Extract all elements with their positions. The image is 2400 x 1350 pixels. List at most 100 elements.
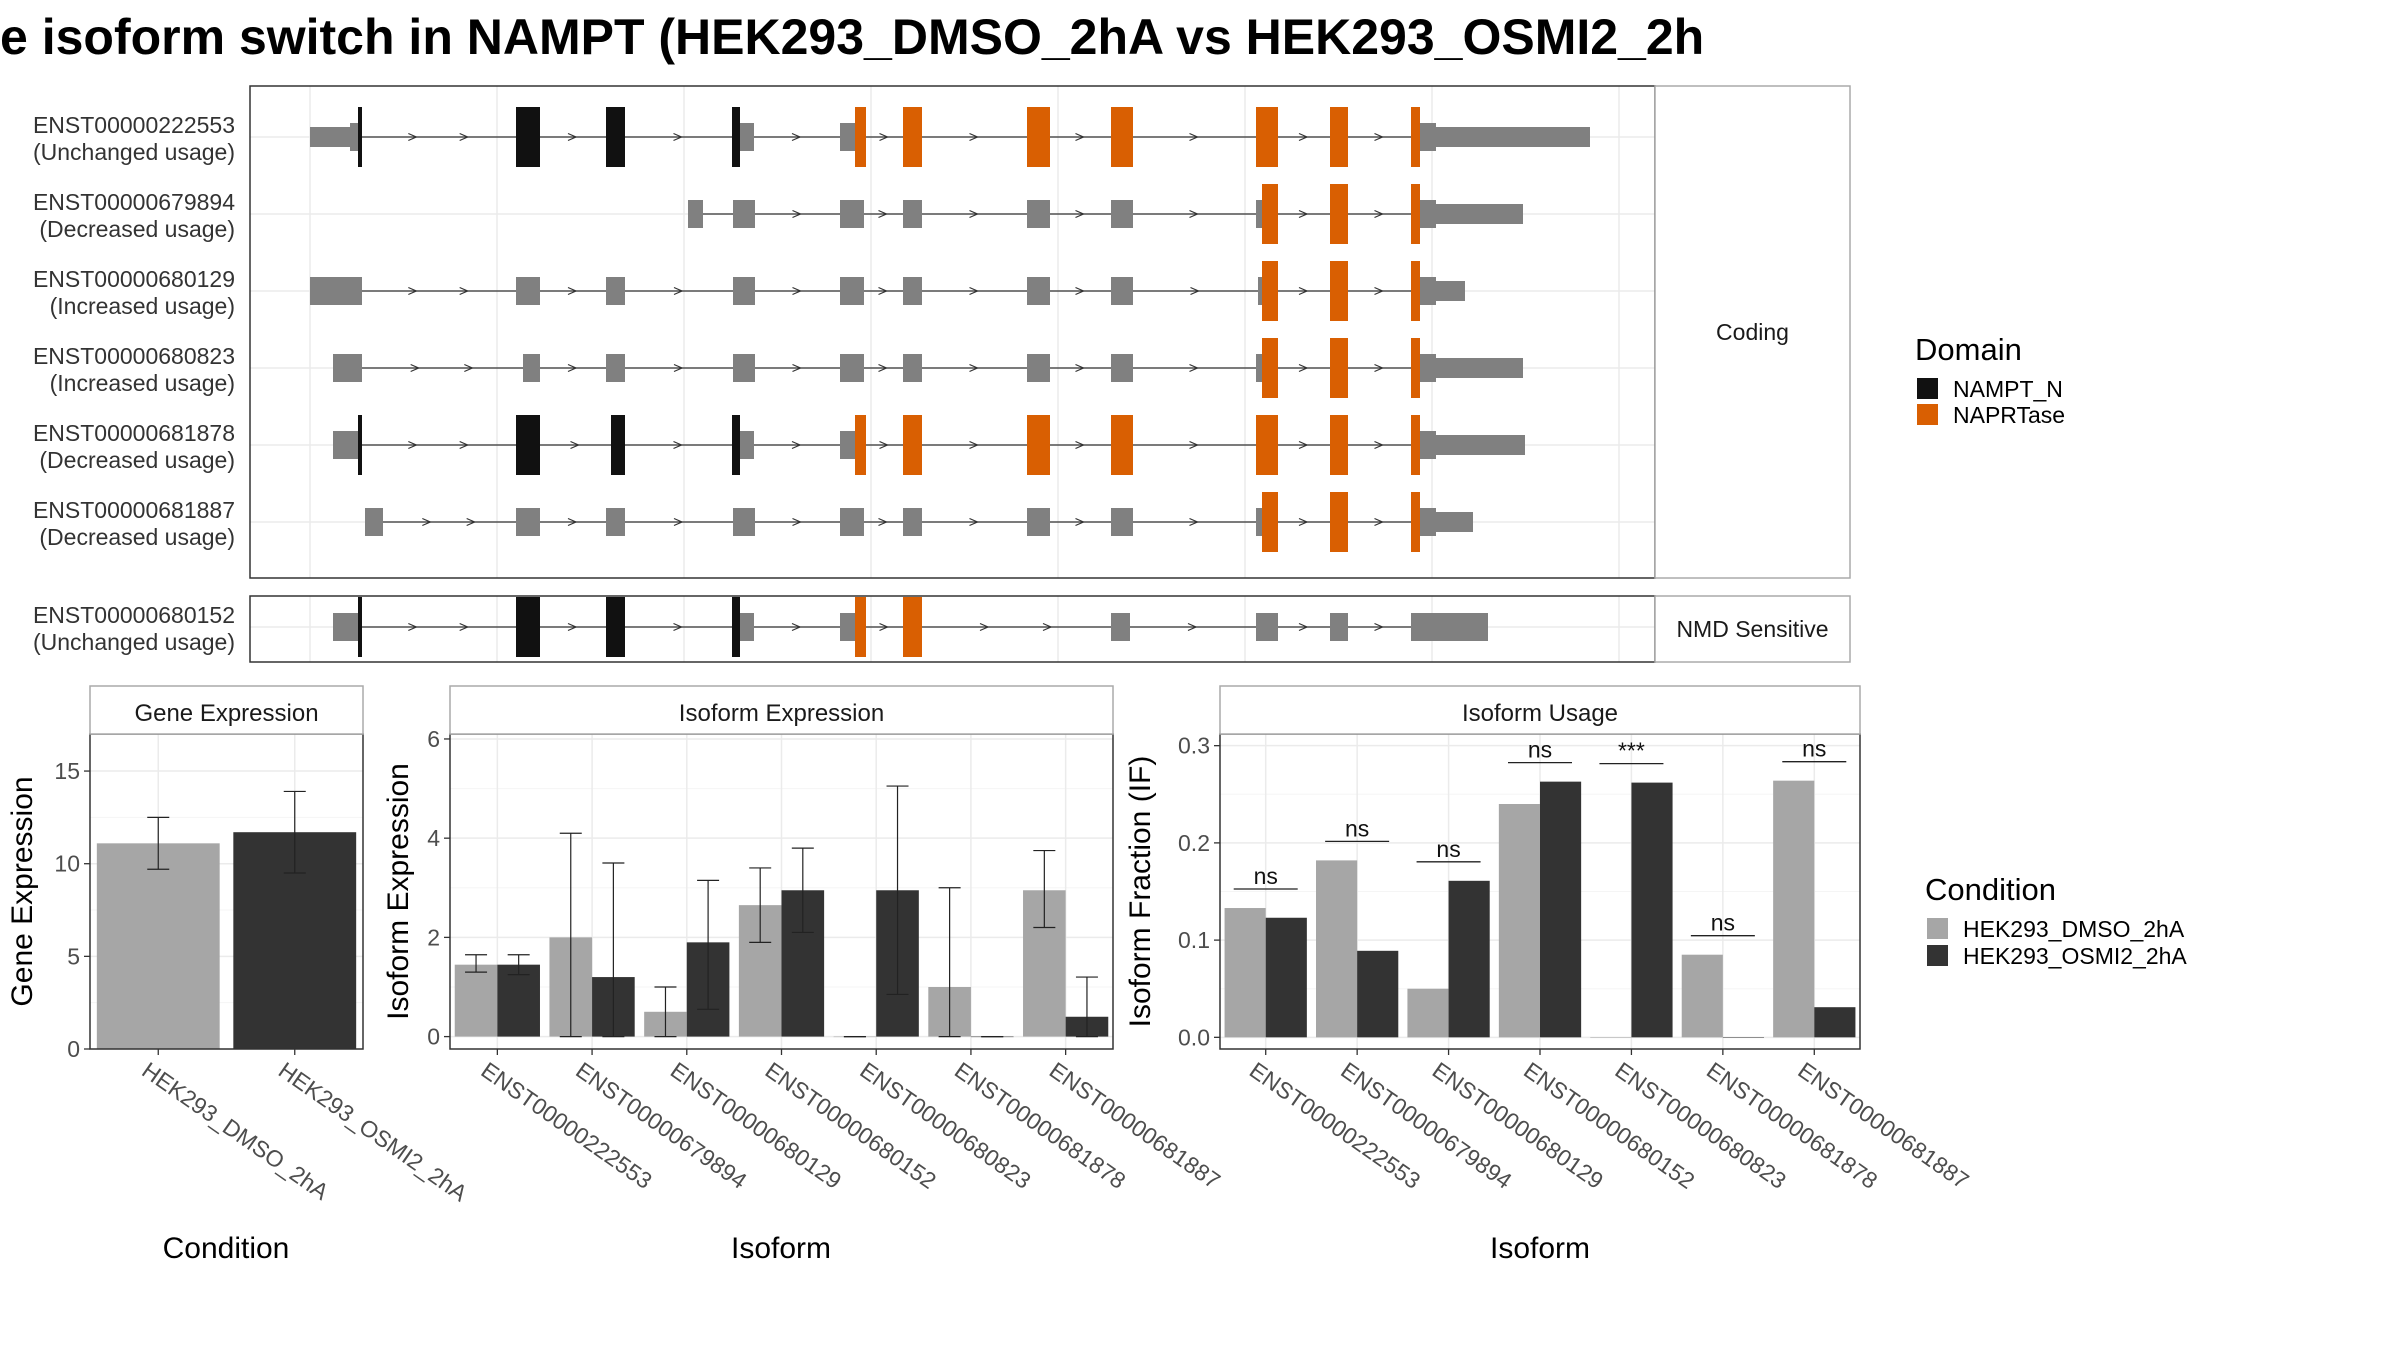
nampt-n-exon (358, 415, 362, 475)
nampt-n-exon (606, 597, 625, 657)
bar (1224, 908, 1266, 1038)
domain-legend-label: NAPRTase (1953, 402, 2065, 428)
naprtase-exon (1262, 338, 1278, 398)
intron-arrow (567, 363, 578, 373)
intron-arrow (408, 132, 418, 142)
x-axis-title: Isoform (1490, 1232, 1590, 1265)
intron-arrow (410, 363, 421, 373)
transcript-usage-label: (Unchanged usage) (33, 139, 235, 165)
transcript-id-label: ENST00000680823 (33, 343, 235, 369)
x-axis-title: Condition (163, 1232, 290, 1265)
transcript-id-label: ENST00000681878 (33, 420, 235, 446)
exon (365, 508, 383, 536)
panel-title: Gene Expression (134, 700, 318, 727)
naprtase-exon (1027, 415, 1050, 475)
intron-arrow (1189, 132, 1199, 142)
intron-arrow (1298, 286, 1309, 296)
intron-arrow (1374, 440, 1384, 450)
intron-arrow (879, 132, 889, 142)
exon (350, 431, 358, 459)
naprtase-exon (1111, 107, 1133, 167)
intron-arrow (878, 209, 888, 219)
exon (1111, 277, 1133, 305)
nampt-n-exon (516, 597, 540, 657)
exon (1420, 123, 1436, 151)
bar (497, 964, 540, 1037)
intron-arrow (1298, 622, 1309, 632)
intron-arrow (791, 440, 802, 450)
x-tick-label: ENST00000222553 (1245, 1057, 1425, 1194)
exon (1027, 200, 1050, 228)
intron-arrow (673, 622, 683, 632)
exon (840, 123, 855, 151)
exon (840, 508, 864, 536)
intron-arrow (459, 286, 470, 296)
nampt-n-exon (732, 107, 740, 167)
bar (1316, 860, 1358, 1038)
naprtase-exon (1262, 261, 1278, 321)
significance-label: ns (1254, 863, 1278, 889)
x-tick-label: ENST00000681887 (1793, 1057, 1973, 1194)
panel-title: Isoform Usage (1462, 700, 1618, 727)
exon (740, 613, 754, 641)
exon (740, 123, 754, 151)
exon (310, 277, 362, 305)
exon (1420, 200, 1436, 228)
transcript-usage-label: (Unchanged usage) (33, 629, 235, 655)
intron-arrow (1374, 132, 1384, 142)
exon (1256, 354, 1262, 382)
x-tick-label: ENST00000222553 (476, 1057, 656, 1194)
intron-arrow (1075, 440, 1085, 450)
exon (903, 200, 922, 228)
naprtase-exon (1256, 415, 1278, 475)
transcript-usage-label: (Decreased usage) (39, 447, 235, 473)
intron-arrow (1187, 622, 1198, 632)
intron-arrow (792, 363, 802, 373)
naprtase-exon (1111, 415, 1133, 475)
facet-strip-0 (1654, 85, 1851, 579)
exon (1256, 613, 1278, 641)
y-tick-label: 0.2 (1178, 830, 1210, 856)
transcript-usage-label: (Decreased usage) (39, 524, 235, 550)
intron-arrow (408, 440, 418, 450)
nampt-n-exon (516, 415, 540, 475)
exon (1027, 277, 1050, 305)
x-tick-label: ENST00000681878 (1702, 1057, 1882, 1194)
intron-arrow (1189, 517, 1199, 527)
exon (1411, 613, 1488, 641)
intron-arrow (969, 363, 979, 373)
intron-arrow (567, 132, 578, 142)
figure-title: e isoform switch in NAMPT (HEK293_DMSO_2… (0, 9, 1705, 65)
exon (516, 508, 540, 536)
intron-arrow (408, 622, 418, 632)
naprtase-exon (1411, 415, 1420, 475)
condition-legend-key (1927, 918, 1948, 939)
intron-arrow (979, 622, 990, 632)
intron-arrow (878, 286, 888, 296)
panel-title: Isoform Expression (679, 700, 884, 727)
x-tick-label: ENST00000680129 (1428, 1057, 1608, 1194)
intron-arrow (791, 622, 802, 632)
y-tick-label: 6 (427, 726, 440, 752)
x-tick-label: ENST00000680823 (1611, 1057, 1791, 1194)
intron-arrow (567, 517, 578, 527)
bar (1590, 1037, 1632, 1038)
bar (1631, 782, 1673, 1038)
naprtase-exon (1330, 492, 1348, 552)
naprtase-exon (1256, 107, 1278, 167)
intron-arrow (1075, 517, 1085, 527)
naprtase-exon (1330, 107, 1348, 167)
exon (606, 277, 625, 305)
y-tick-label: 0 (67, 1036, 80, 1062)
bar (1407, 988, 1449, 1038)
domain-legend-label: NAMPT_N (1953, 376, 2063, 402)
bar (1498, 804, 1540, 1038)
exon (1111, 354, 1133, 382)
intron-arrow (673, 132, 683, 142)
intron-arrow (1075, 363, 1085, 373)
intron-arrow (673, 286, 684, 296)
x-tick-label: ENST00000681878 (950, 1057, 1130, 1194)
y-tick-label: 0.1 (1178, 927, 1210, 953)
x-tick-label: ENST00000679894 (571, 1057, 752, 1194)
naprtase-exon (1027, 107, 1050, 167)
